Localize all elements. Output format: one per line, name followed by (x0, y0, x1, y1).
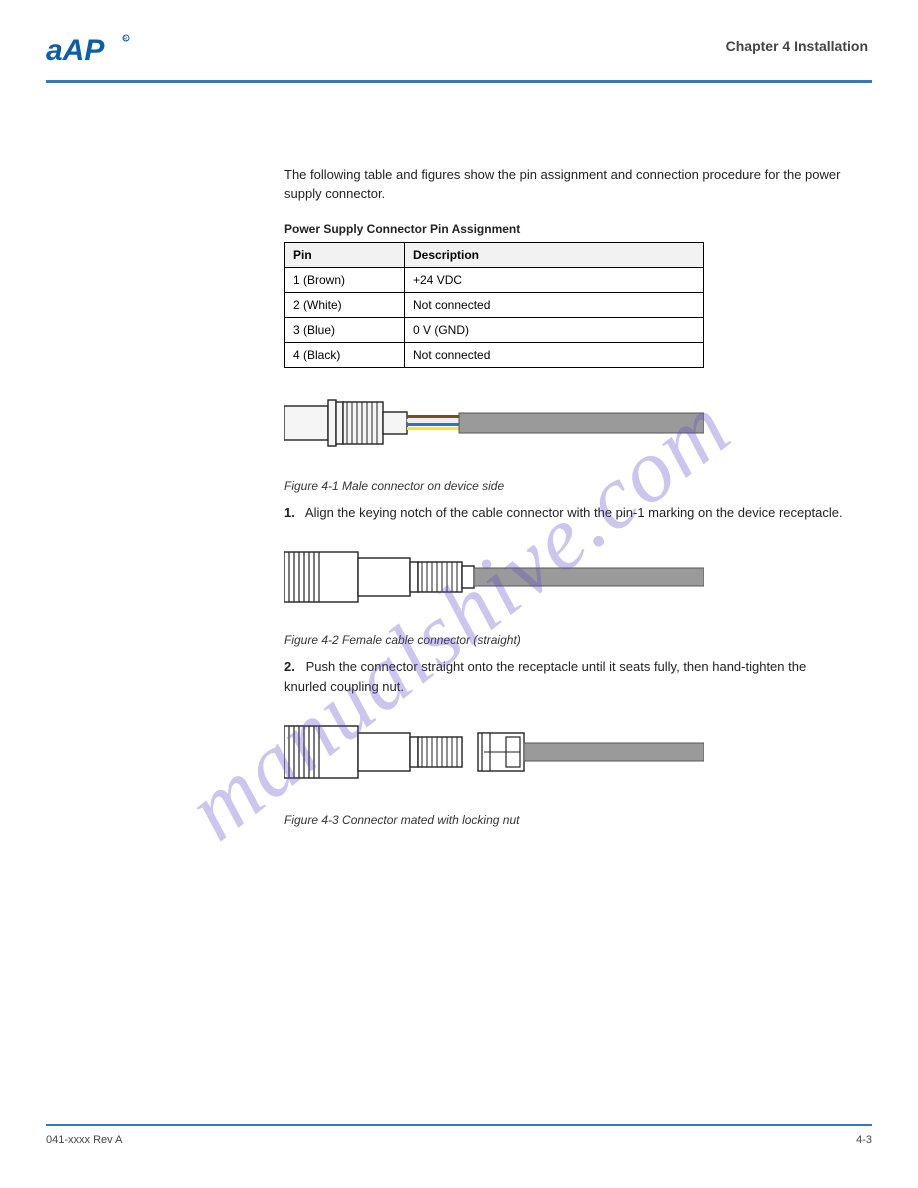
cable-icon (459, 413, 704, 433)
footer-row: 041-xxxx Rev A 4-3 (46, 1134, 872, 1146)
cell-desc: 0 V (GND) (405, 317, 704, 342)
pin-assignment-table: Pin Description 1 (Brown) +24 VDC 2 (Whi… (284, 242, 704, 368)
wire-white (407, 419, 461, 422)
cable-icon (474, 568, 704, 586)
connector-mated-diagram (284, 706, 704, 802)
brand-logo: aAP R (46, 32, 136, 70)
logo-text: aAP (46, 34, 105, 67)
cell-pin: 3 (Blue) (285, 317, 405, 342)
figure-1: Figure 4-1 Male connector on device side (284, 378, 844, 493)
footer-right: 4-3 (856, 1134, 872, 1146)
cell-desc: Not connected (405, 292, 704, 317)
step-2: 2. Push the connector straight onto the … (284, 657, 844, 696)
pin-table-container: Pin Description 1 (Brown) +24 VDC 2 (Whi… (284, 242, 844, 368)
intro-paragraph: The following table and figures show the… (284, 166, 844, 204)
content-area: The following table and figures show the… (284, 166, 844, 827)
figure-3: Figure 4-3 Connector mated with locking … (284, 706, 844, 827)
figure-caption: Figure 4-1 Male connector on device side (284, 479, 844, 493)
table-row: 1 (Brown) +24 VDC (285, 267, 704, 292)
cable-icon (524, 743, 704, 761)
lock-nut-icon (478, 733, 524, 771)
table-row: 3 (Blue) 0 V (GND) (285, 317, 704, 342)
connector-female-diagram (284, 532, 704, 622)
chapter-title: Chapter 4 Installation (726, 38, 868, 54)
step-text: Align the keying notch of the cable conn… (305, 505, 843, 520)
figure-caption: Figure 4-3 Connector mated with locking … (284, 813, 844, 827)
footer-left: 041-xxxx Rev A (46, 1134, 122, 1146)
wire-brown (407, 415, 461, 418)
connector-male-diagram (284, 378, 704, 468)
footer-divider (46, 1124, 872, 1126)
cell-pin: 2 (White) (285, 292, 405, 317)
figure-caption: Figure 4-2 Female cable connector (strai… (284, 633, 844, 647)
coupling-nut-icon (284, 726, 358, 778)
page-footer: 041-xxxx Rev A 4-3 (46, 1124, 872, 1146)
header-divider (46, 80, 872, 83)
page-header: aAP R Chapter 4 Installation (46, 32, 872, 88)
page: aAP R Chapter 4 Installation The followi… (0, 0, 918, 1188)
thread-icon (343, 402, 383, 444)
col-pin: Pin (285, 242, 405, 267)
col-desc: Description (405, 242, 704, 267)
strain-relief-icon (418, 737, 462, 767)
table-title: Power Supply Connector Pin Assignment (284, 222, 844, 236)
svg-text:R: R (123, 36, 127, 42)
table-header-row: Pin Description (285, 242, 704, 267)
strain-relief-icon (418, 562, 462, 592)
cell-pin: 1 (Brown) (285, 267, 405, 292)
step-1: 1. Align the keying notch of the cable c… (284, 503, 844, 523)
step-text: Push the connector straight onto the rec… (284, 659, 806, 694)
table-row: 4 (Black) Not connected (285, 342, 704, 367)
step-number: 1. (284, 503, 302, 523)
wire-yellow (407, 427, 461, 430)
figure-2: Figure 4-2 Female cable connector (strai… (284, 532, 844, 647)
table-row: 2 (White) Not connected (285, 292, 704, 317)
wire-blue (407, 423, 461, 426)
cell-desc: Not connected (405, 342, 704, 367)
cell-pin: 4 (Black) (285, 342, 405, 367)
coupling-nut-icon (284, 552, 358, 602)
cell-desc: +24 VDC (405, 267, 704, 292)
step-number: 2. (284, 657, 302, 677)
